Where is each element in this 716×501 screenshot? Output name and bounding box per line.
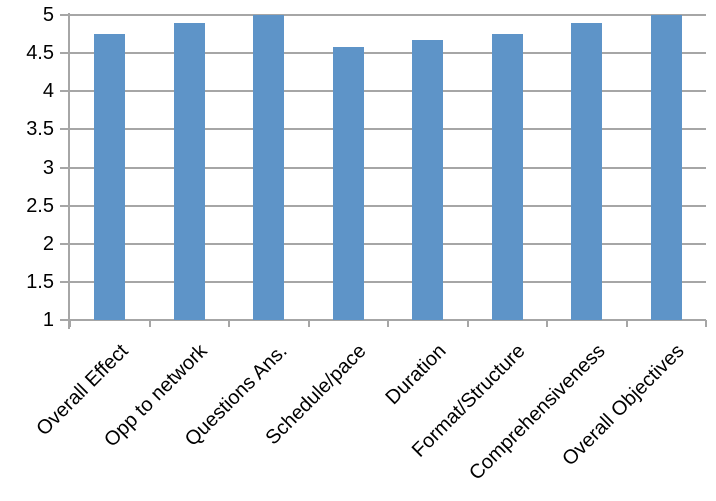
y-axis-label: 3.5 <box>26 118 54 141</box>
y-axis-label: 4.5 <box>26 42 54 65</box>
gridline <box>70 90 706 93</box>
gridline <box>70 204 706 207</box>
x-axis-label: Comprehensiveness <box>464 340 610 485</box>
y-axis-label: 4 <box>42 80 54 103</box>
bar <box>650 15 682 320</box>
y-tick <box>60 280 68 283</box>
bar <box>491 34 523 320</box>
x-tick <box>466 320 469 327</box>
y-tick <box>60 242 68 245</box>
gridline <box>70 52 706 55</box>
gridline <box>70 128 706 131</box>
y-tick <box>60 204 68 207</box>
y-tick <box>60 14 68 16</box>
x-tick <box>546 320 548 327</box>
y-axis-label: 2 <box>42 232 54 255</box>
gridline <box>70 166 706 169</box>
y-tick <box>60 52 68 55</box>
y-tick <box>60 166 68 169</box>
bar <box>173 22 205 320</box>
bar <box>571 22 603 320</box>
y-axis-line <box>68 13 70 329</box>
y-tick <box>60 90 68 93</box>
gridline <box>70 280 706 283</box>
y-tick <box>60 128 68 131</box>
y-axis-label: 3 <box>42 156 54 179</box>
y-axis-label: 2.5 <box>26 194 54 217</box>
x-tick <box>148 320 151 327</box>
y-tick <box>60 319 68 321</box>
bar <box>412 40 444 320</box>
x-tick <box>69 320 71 327</box>
y-axis-label: 1.5 <box>26 270 54 293</box>
y-axis-label: 5 <box>42 4 54 26</box>
x-tick <box>228 320 230 327</box>
x-tick <box>387 320 389 327</box>
bar <box>94 34 126 320</box>
y-axis-label: 1 <box>42 309 54 331</box>
x-tick <box>625 320 628 327</box>
bar <box>253 15 285 320</box>
bar <box>332 47 364 320</box>
gridline <box>70 14 706 16</box>
x-tick <box>307 320 310 327</box>
gridline <box>70 242 706 245</box>
x-tick <box>705 320 707 327</box>
x-axis-label: Duration <box>381 340 451 410</box>
